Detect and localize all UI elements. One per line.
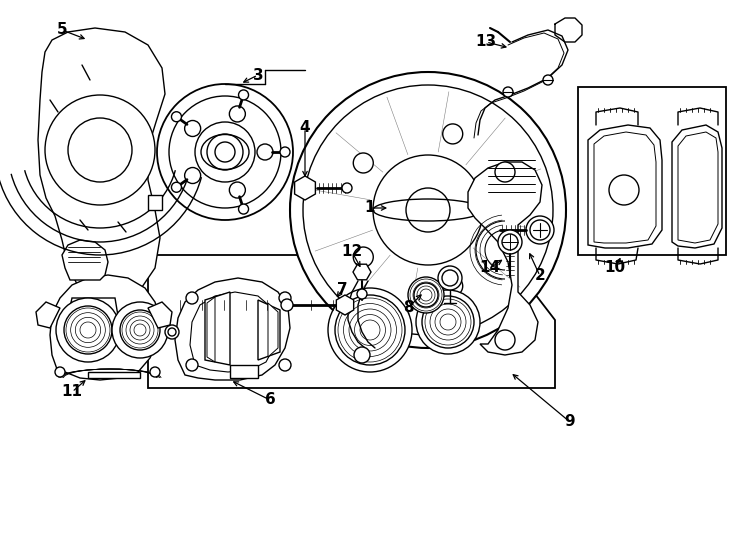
Circle shape	[279, 359, 291, 371]
Polygon shape	[36, 302, 60, 328]
Circle shape	[215, 142, 235, 162]
Circle shape	[68, 118, 132, 182]
Bar	[578, 87, 726, 255]
Text: 2: 2	[534, 268, 545, 284]
Circle shape	[503, 87, 513, 97]
Circle shape	[357, 289, 367, 299]
Text: 9: 9	[564, 415, 575, 429]
Circle shape	[328, 288, 412, 372]
Polygon shape	[336, 295, 354, 315]
Circle shape	[609, 175, 639, 205]
Circle shape	[239, 90, 249, 100]
Polygon shape	[294, 176, 316, 200]
Circle shape	[408, 277, 444, 313]
Text: 10: 10	[604, 260, 625, 275]
Circle shape	[172, 183, 181, 192]
Circle shape	[169, 96, 281, 208]
Circle shape	[502, 234, 518, 250]
Polygon shape	[38, 28, 165, 300]
Polygon shape	[588, 125, 662, 248]
Circle shape	[257, 144, 273, 160]
Circle shape	[186, 359, 198, 371]
Circle shape	[498, 230, 522, 254]
Circle shape	[56, 298, 120, 362]
Circle shape	[303, 85, 553, 335]
Circle shape	[414, 283, 438, 307]
Circle shape	[120, 310, 160, 350]
Circle shape	[438, 266, 462, 290]
Circle shape	[543, 75, 553, 85]
Circle shape	[165, 325, 179, 339]
Text: 11: 11	[62, 384, 82, 400]
Polygon shape	[205, 292, 230, 365]
Circle shape	[157, 84, 293, 220]
Circle shape	[495, 330, 515, 350]
Text: 14: 14	[479, 260, 501, 275]
Circle shape	[229, 182, 245, 198]
Text: 4: 4	[299, 120, 310, 136]
Circle shape	[150, 367, 160, 377]
Polygon shape	[175, 278, 290, 380]
Circle shape	[185, 167, 200, 184]
Circle shape	[239, 204, 249, 214]
Circle shape	[64, 306, 112, 354]
Polygon shape	[148, 255, 555, 388]
Circle shape	[443, 124, 462, 144]
Circle shape	[186, 292, 198, 304]
Polygon shape	[148, 302, 172, 328]
Polygon shape	[672, 125, 722, 248]
Circle shape	[342, 183, 352, 193]
Circle shape	[353, 247, 374, 267]
Circle shape	[172, 112, 181, 122]
Circle shape	[195, 122, 255, 182]
Polygon shape	[594, 132, 656, 243]
Polygon shape	[678, 132, 718, 243]
Circle shape	[498, 200, 518, 220]
Circle shape	[373, 155, 483, 265]
Text: 12: 12	[341, 245, 363, 260]
Text: 3: 3	[252, 68, 264, 83]
Text: 7: 7	[337, 282, 347, 298]
Polygon shape	[207, 297, 215, 362]
Polygon shape	[62, 240, 108, 280]
Polygon shape	[50, 275, 160, 380]
Text: 1: 1	[365, 200, 375, 215]
Circle shape	[168, 328, 176, 336]
Circle shape	[354, 347, 370, 363]
Circle shape	[280, 147, 290, 157]
Circle shape	[416, 290, 480, 354]
Circle shape	[112, 302, 168, 358]
Circle shape	[55, 367, 65, 377]
Text: 8: 8	[403, 300, 413, 315]
Polygon shape	[230, 365, 258, 378]
Polygon shape	[353, 264, 371, 280]
Polygon shape	[268, 303, 278, 357]
Polygon shape	[148, 195, 162, 210]
Circle shape	[353, 153, 374, 173]
Circle shape	[229, 106, 245, 122]
Circle shape	[442, 270, 458, 286]
Polygon shape	[68, 298, 118, 340]
Circle shape	[45, 95, 155, 205]
Circle shape	[443, 276, 462, 296]
Circle shape	[530, 220, 550, 240]
Circle shape	[279, 292, 291, 304]
Circle shape	[335, 295, 405, 365]
Circle shape	[526, 216, 554, 244]
Polygon shape	[88, 372, 140, 378]
Polygon shape	[258, 300, 280, 360]
Circle shape	[422, 296, 474, 348]
Text: 5: 5	[57, 23, 68, 37]
Polygon shape	[468, 162, 542, 355]
Circle shape	[185, 120, 200, 137]
Circle shape	[290, 72, 566, 348]
Circle shape	[406, 188, 450, 232]
Text: 13: 13	[476, 35, 497, 50]
Polygon shape	[190, 292, 278, 372]
Circle shape	[207, 134, 243, 170]
Circle shape	[495, 162, 515, 182]
Text: 6: 6	[265, 393, 275, 408]
Circle shape	[281, 299, 293, 311]
